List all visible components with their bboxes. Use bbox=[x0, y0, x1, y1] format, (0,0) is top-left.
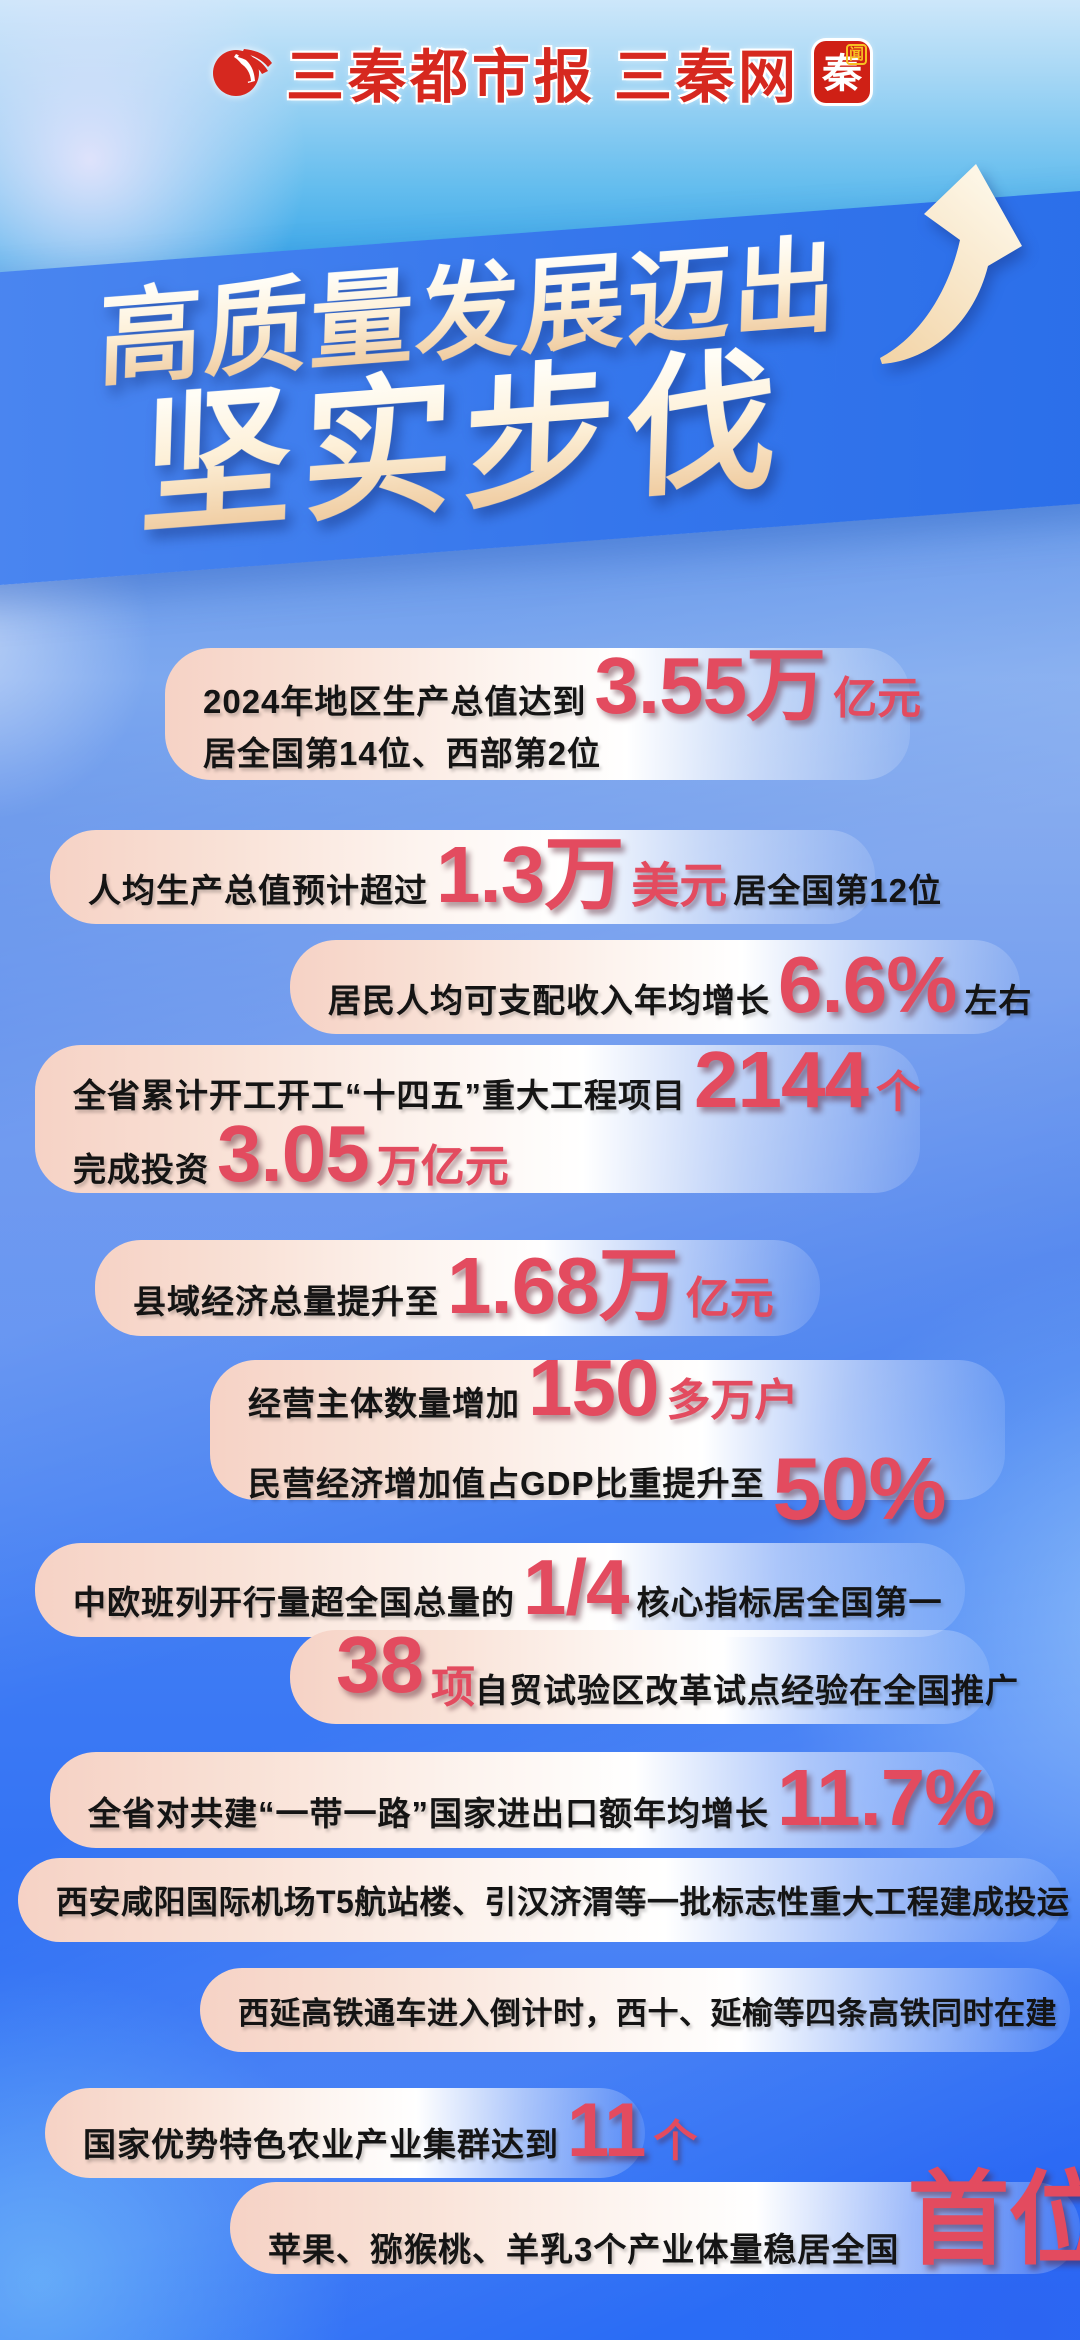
stat-row-per-capita-gdp: 人均生产总值预计超过 1.3万 美元 居全国第12位 bbox=[50, 830, 941, 924]
stat-row-business-entities: 经营主体数量增加 150 多万户 民营经济增加值占GDP比重提升至 50% bbox=[210, 1348, 1005, 1533]
stat-number: 1.68万 bbox=[447, 1241, 679, 1330]
qin-seal-icon: 秦 闻 bbox=[814, 41, 871, 103]
stat-row-income-growth: 居民人均可支配收入年均增长 6.6% 左右 bbox=[290, 940, 1031, 1034]
stat-text: 完成投资 bbox=[73, 1151, 209, 1188]
stat-text: 民营经济增加值占GDP比重提升至 bbox=[248, 1465, 765, 1502]
stat-text: 全省累计开工开工“十四五”重大工程项目 bbox=[73, 1077, 686, 1114]
stat-pill: 西延高铁通车进入倒计时，西十、延榆等四条高铁同时在建 bbox=[200, 1968, 1070, 2052]
stat-unit: 多万户 bbox=[666, 1376, 799, 1425]
stat-line: 人均生产总值预计超过 1.3万 美元 居全国第12位 bbox=[88, 830, 941, 919]
stat-number: 50% bbox=[772, 1439, 947, 1538]
stat-text: 国家优势特色农业产业集群达到 bbox=[83, 2126, 559, 2163]
stat-row-ftz-pilots: 38 项 自贸试验区改革试点经验在全国推广 bbox=[290, 1625, 1018, 1724]
stat-text: 核心指标居全国第一 bbox=[636, 1584, 943, 1621]
stat-line: 居民人均可支配收入年均增长 6.6% 左右 bbox=[328, 940, 1031, 1029]
stat-line: 国家优势特色农业产业集群达到 11 个 bbox=[83, 2092, 697, 2168]
stat-line: 中欧班列开行量超全国总量的 1/4 核心指标居全国第一 bbox=[73, 1543, 941, 1631]
stat-row-agriculture-clusters: 国家优势特色农业产业集群达到 11 个 bbox=[45, 2088, 697, 2178]
stat-number: 3.05 bbox=[217, 1109, 370, 1198]
stat-pill: 县域经济总量提升至 1.68万 亿元 bbox=[95, 1240, 820, 1336]
stat-row-county-economy: 县域经济总量提升至 1.68万 亿元 bbox=[95, 1240, 820, 1336]
stat-pill: 苹果、猕猴桃、羊乳3个产业体量稳居全国 首位 bbox=[230, 2169, 1080, 2274]
stat-pill: 经营主体数量增加 150 多万户 民营经济增加值占GDP比重提升至 50% bbox=[210, 1348, 1005, 1533]
stat-pill: 2024年地区生产总值达到 3.55万 亿元 居全国第14位、西部第2位 bbox=[165, 641, 921, 780]
stat-line: 经营主体数量增加 150 多万户 bbox=[248, 1343, 967, 1432]
stat-number: 11 bbox=[567, 2088, 646, 2173]
stat-pill: 38 项 自贸试验区改革试点经验在全国推广 bbox=[290, 1625, 1018, 1724]
stat-number: 150 bbox=[528, 1343, 659, 1432]
stat-line: 西延高铁通车进入倒计时，西十、延榆等四条高铁同时在建 bbox=[238, 1988, 1057, 2033]
stat-number: 6.6% bbox=[778, 940, 957, 1029]
stat-text: 自贸试验区改革试点经验在全国推广 bbox=[474, 1672, 1019, 1709]
stat-unit: 万亿元 bbox=[376, 1142, 509, 1191]
stat-text: 经营主体数量增加 bbox=[248, 1385, 520, 1422]
masthead-logo-icon bbox=[212, 49, 272, 96]
stat-pill: 全省累计开工开工“十四五”重大工程项目 2144 个 完成投资 3.05 万亿元 bbox=[35, 1035, 920, 1198]
stat-text: 居民人均可支配收入年均增长 bbox=[328, 982, 770, 1019]
stat-number: 11.7% bbox=[777, 1753, 995, 1842]
stat-unit: 亿元 bbox=[833, 674, 922, 723]
stat-unit: 个 bbox=[653, 2117, 698, 2166]
stat-text: 左右 bbox=[964, 982, 1033, 1019]
stat-line: 苹果、猕猴桃、羊乳3个产业体量稳居全国 首位 bbox=[268, 2169, 1080, 2271]
stat-text: 县域经济总量提升至 bbox=[133, 1283, 439, 1320]
title-block: 高质量发展迈出 坚实步伐 bbox=[92, 227, 840, 554]
stat-text: 西延高铁通车进入倒计时，西十、延榆等四条高铁同时在建 bbox=[238, 1995, 1057, 2031]
stat-text: 全省对共建“一带一路”国家进出口额年均增长 bbox=[88, 1795, 769, 1832]
stat-number: 2144 bbox=[694, 1035, 869, 1124]
stat-line: 居全国第14位、西部第2位 bbox=[203, 727, 872, 775]
stat-text: 居全国第12位 bbox=[733, 872, 942, 909]
stat-line: 全省对共建“一带一路”国家进出口额年均增长 11.7% bbox=[88, 1758, 995, 1838]
stat-number: 38 bbox=[336, 1620, 424, 1709]
stat-row-major-projects: 全省累计开工开工“十四五”重大工程项目 2144 个 完成投资 3.05 万亿元 bbox=[35, 1035, 920, 1198]
stat-row-high-speed-rail: 西延高铁通车进入倒计时，西十、延榆等四条高铁同时在建 bbox=[200, 1968, 1070, 2052]
stat-number: 首位 bbox=[907, 2163, 1080, 2277]
stat-pill: 全省对共建“一带一路”国家进出口额年均增长 11.7% bbox=[50, 1752, 995, 1848]
stat-text: 人均生产总值预计超过 bbox=[88, 872, 428, 909]
stat-line: 县域经济总量提升至 1.68万 亿元 bbox=[133, 1241, 782, 1330]
stat-line: 完成投资 3.05 万亿元 bbox=[73, 1109, 882, 1198]
stat-row-top-industries: 苹果、猕猴桃、羊乳3个产业体量稳居全国 首位 bbox=[230, 2169, 1080, 2274]
upward-arrow-icon bbox=[872, 146, 1042, 386]
stat-text: 中欧班列开行量超全国总量的 bbox=[73, 1584, 515, 1621]
stat-line: 民营经济增加值占GDP比重提升至 50% bbox=[248, 1429, 967, 1532]
masthead-title: 三秦都市报 三秦网 bbox=[286, 30, 800, 114]
stat-row-gdp: 2024年地区生产总值达到 3.55万 亿元 居全国第14位、西部第2位 bbox=[165, 641, 921, 780]
stat-unit: 个 bbox=[875, 1068, 920, 1117]
stat-unit: 亿元 bbox=[685, 1274, 774, 1323]
stat-pill: 国家优势特色农业产业集群达到 11 个 bbox=[45, 2088, 697, 2178]
stat-unit: 美元 bbox=[631, 860, 728, 913]
masthead: 三秦都市报 三秦网 秦 闻 bbox=[0, 30, 1080, 114]
stat-unit: 项 bbox=[430, 1663, 475, 1712]
stat-text: 苹果、猕猴桃、羊乳3个产业体量稳居全国 bbox=[268, 2231, 900, 2268]
stat-row-china-europe-trains: 中欧班列开行量超全国总量的 1/4 核心指标居全国第一 bbox=[35, 1543, 965, 1637]
stat-row-belt-and-road-trade: 全省对共建“一带一路”国家进出口额年均增长 11.7% bbox=[50, 1752, 995, 1848]
masthead-site: 三秦网 bbox=[614, 45, 801, 110]
stat-pill: 西安咸阳国际机场T5航站楼、引汉济渭等一批标志性重大工程建成投运 bbox=[18, 1858, 1069, 1942]
stat-line: 38 项 自贸试验区改革试点经验在全国推广 bbox=[328, 1625, 1018, 1712]
stat-number: 1.3万 bbox=[436, 830, 624, 919]
stat-text: 2024年地区生产总值达到 bbox=[203, 683, 587, 720]
stat-row-landmark-projects: 西安咸阳国际机场T5航站楼、引汉济渭等一批标志性重大工程建成投运 bbox=[18, 1858, 1069, 1942]
stat-line: 西安咸阳国际机场T5航站楼、引汉济渭等一批标志性重大工程建成投运 bbox=[56, 1877, 1069, 1923]
stat-pill: 人均生产总值预计超过 1.3万 美元 居全国第12位 bbox=[50, 830, 941, 924]
stat-line: 全省累计开工开工“十四五”重大工程项目 2144 个 bbox=[73, 1035, 920, 1124]
stat-pill: 中欧班列开行量超全国总量的 1/4 核心指标居全国第一 bbox=[35, 1543, 965, 1637]
stat-number: 3.55万 bbox=[594, 641, 826, 730]
seal-character: 秦 bbox=[822, 51, 863, 96]
stat-line: 2024年地区生产总值达到 3.55万 亿元 bbox=[203, 641, 921, 730]
stat-number: 1/4 bbox=[523, 1543, 629, 1631]
seal-corner-character: 闻 bbox=[846, 44, 868, 65]
masthead-name: 三秦都市报 bbox=[285, 45, 596, 110]
stat-text: 西安咸阳国际机场T5航站楼、引汉济渭等一批标志性重大工程建成投运 bbox=[56, 1884, 1070, 1920]
stat-pill: 居民人均可支配收入年均增长 6.6% 左右 bbox=[290, 940, 1031, 1034]
stat-text: 居全国第14位、西部第2位 bbox=[203, 735, 602, 772]
